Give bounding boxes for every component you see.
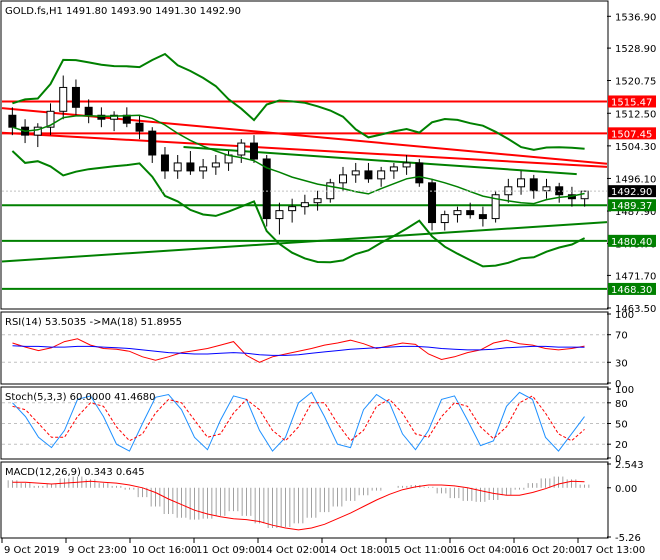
level-tag <box>608 199 656 212</box>
candle-body <box>275 210 284 220</box>
candle-body <box>466 210 475 216</box>
macd-title: MACD(12,26,9) 0.343 0.645 <box>5 467 145 478</box>
y-tick-label: 30 <box>615 358 628 369</box>
y-tick-label: 70 <box>615 331 628 342</box>
candle-body <box>59 86 68 112</box>
candle-body <box>415 162 424 184</box>
y-tick-label: 1520.75 <box>615 76 656 87</box>
candle-body <box>288 206 297 212</box>
x-tick-label: 16 Oct 04:00 <box>452 545 517 556</box>
x-tick-label: 16 Oct 20:00 <box>516 545 581 556</box>
candle-body <box>173 162 182 172</box>
signal-line <box>12 480 585 531</box>
candle-body <box>110 114 119 120</box>
candle-body <box>491 194 500 220</box>
price-title: GOLD.fs,H1 1491.80 1493.90 1491.30 1492.… <box>5 6 241 17</box>
candle-body <box>46 110 55 128</box>
current-price-tag <box>608 185 656 198</box>
candle-body <box>377 170 386 180</box>
trend-line <box>1 131 608 168</box>
candle-body <box>402 162 411 168</box>
x-tick-label: 15 Oct 11:00 <box>388 545 453 556</box>
candle-body <box>440 214 449 224</box>
candle-body <box>148 130 157 156</box>
y-tick-label: 0.00 <box>615 484 637 495</box>
candle-body <box>160 154 169 172</box>
series-line <box>12 395 585 442</box>
rsi-title: RSI(14) 53.5035 ->MA(18) 51.8955 <box>5 317 182 328</box>
candle-body <box>580 190 589 200</box>
level-tag <box>608 282 656 295</box>
current-price-label: 1492.90 <box>611 187 652 198</box>
macd-pane <box>0 461 609 539</box>
series-line <box>12 345 585 356</box>
y-tick-label: 1463.50 <box>615 304 656 315</box>
candle-body <box>364 170 373 180</box>
x-tick-label: 14 Oct 02:00 <box>260 545 325 556</box>
x-tick-label: 17 Oct 13:00 <box>580 545 645 556</box>
bollinger-middle <box>12 114 585 205</box>
y-tick-label: -5.26 <box>615 533 641 544</box>
candle-body <box>529 178 538 192</box>
y-tick-label: 80 <box>615 399 628 410</box>
candle-body <box>517 178 526 188</box>
y-tick-label: 2.543 <box>615 460 644 471</box>
x-tick-label: 11 Oct 09:00 <box>196 545 261 556</box>
y-tick-label: 20 <box>615 440 628 451</box>
candle-body <box>249 142 258 160</box>
level-label: 1507.45 <box>611 129 652 140</box>
candle-body <box>84 106 93 116</box>
candle-body <box>339 174 348 184</box>
level-label: 1480.40 <box>611 237 652 248</box>
bollinger-upper <box>12 52 585 151</box>
y-tick-label: 0 <box>615 454 621 465</box>
candle-body <box>199 166 208 172</box>
y-tick-label: 100 <box>615 385 634 396</box>
level-tag <box>608 127 656 140</box>
candle-body <box>542 186 551 192</box>
candle-body <box>97 114 106 120</box>
candle-body <box>33 126 42 136</box>
y-tick-label: 1496.10 <box>615 174 656 185</box>
bollinger-lower <box>11 150 586 268</box>
candle-body <box>186 162 195 172</box>
y-tick-label: 100 <box>615 310 634 321</box>
level-label: 1489.37 <box>611 201 652 212</box>
candle-body <box>428 182 437 224</box>
y-tick-label: 1504.30 <box>615 142 656 153</box>
y-tick-label: 0 <box>615 379 621 390</box>
x-tick-label: 10 Oct 16:00 <box>132 545 197 556</box>
y-tick-label: 1471.70 <box>615 271 656 282</box>
level-label: 1468.30 <box>611 285 652 296</box>
stoch-title: Stoch(5,3,3) 60.0000 41.4680 <box>5 392 156 403</box>
candle-body <box>351 170 360 176</box>
candle-body <box>389 166 398 172</box>
candle-body <box>478 214 487 220</box>
level-tag <box>608 234 656 247</box>
candle-body <box>313 198 322 204</box>
y-tick-label: 1536.90 <box>615 12 656 23</box>
candle-body <box>237 142 246 156</box>
candle-body <box>300 202 309 208</box>
x-tick-label: 14 Oct 18:00 <box>324 545 389 556</box>
trend-line <box>183 146 577 176</box>
candle-body <box>262 158 271 220</box>
y-tick-label: 1512.50 <box>615 109 656 120</box>
series-line <box>12 338 585 363</box>
candle-body <box>453 210 462 216</box>
y-tick-label: 50 <box>615 420 628 431</box>
series-line <box>12 391 585 452</box>
y-tick-label: 1487.90 <box>615 207 656 218</box>
x-tick-label: 9 Oct 2019 <box>4 545 59 556</box>
y-tick-label: 1528.90 <box>615 44 656 55</box>
candle-body <box>211 162 220 168</box>
x-tick-label: 9 Oct 23:00 <box>68 545 127 556</box>
level-tag <box>608 95 656 108</box>
level-label: 1515.47 <box>611 97 652 108</box>
candle-body <box>71 86 80 108</box>
candle-body <box>135 122 144 132</box>
candle-body <box>8 114 17 128</box>
